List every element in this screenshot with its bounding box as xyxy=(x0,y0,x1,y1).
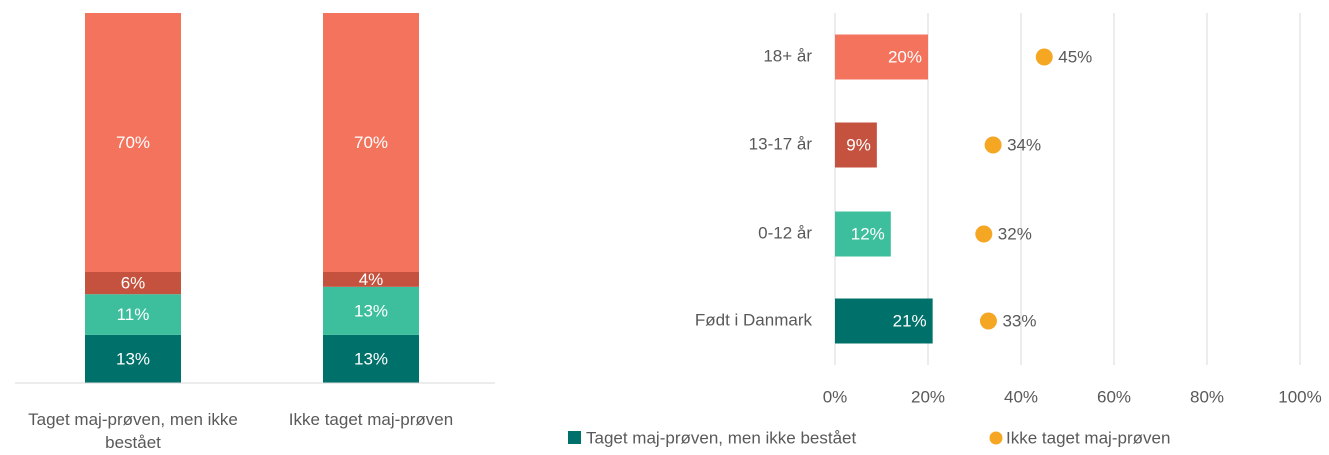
x-tick-label: Taget maj-prøven, men ikke bestået xyxy=(28,410,238,452)
data-label: 4% xyxy=(359,270,384,289)
x-tick-label: Ikke taget maj-prøven xyxy=(288,410,454,429)
bar-segment xyxy=(323,286,419,335)
legend-swatch xyxy=(989,431,1003,445)
bar xyxy=(835,34,928,80)
x-tick-label: 20% xyxy=(911,387,945,406)
bar-segment xyxy=(323,272,419,287)
data-label: 32% xyxy=(998,224,1032,243)
data-label: 13% xyxy=(116,349,150,368)
dot xyxy=(984,136,1002,154)
legend-swatch xyxy=(568,431,581,444)
bar xyxy=(835,211,891,257)
data-label: 6% xyxy=(121,274,146,293)
y-tick-label: 18+ år xyxy=(763,46,812,65)
data-label: 34% xyxy=(1007,135,1041,154)
data-label: 20% xyxy=(888,47,922,66)
bar xyxy=(835,122,877,168)
legend-label: Taget maj-prøven, men ikke bestået xyxy=(586,428,857,447)
bar-segment xyxy=(85,334,181,383)
bar-segment xyxy=(323,334,419,383)
bar-segment xyxy=(85,272,181,295)
x-tick-label: 60% xyxy=(1097,387,1131,406)
data-label: 70% xyxy=(354,133,388,152)
data-label: 9% xyxy=(846,135,871,154)
data-label: 70% xyxy=(116,133,150,152)
dot xyxy=(979,312,997,330)
dot xyxy=(975,225,993,243)
y-tick-label: 0-12 år xyxy=(758,223,812,242)
data-label: 21% xyxy=(893,311,927,330)
bar xyxy=(835,298,933,344)
x-tick-label: 100% xyxy=(1278,387,1321,406)
x-tick-label: 80% xyxy=(1190,387,1224,406)
y-tick-label: Født i Danmark xyxy=(695,310,813,329)
legend-label: Ikke taget maj-prøven xyxy=(1006,428,1170,447)
data-label: 45% xyxy=(1058,47,1092,66)
data-label: 11% xyxy=(117,305,150,324)
y-tick-label: 13-17 år xyxy=(749,134,813,153)
x-tick-label: 0% xyxy=(823,387,848,406)
bar-segment xyxy=(85,13,181,272)
data-label: 33% xyxy=(1002,311,1036,330)
bar-segment xyxy=(85,294,181,335)
data-label: 12% xyxy=(851,224,885,243)
data-label: 13% xyxy=(354,349,388,368)
data-label: 13% xyxy=(354,301,388,320)
dot xyxy=(1035,48,1053,66)
x-tick-label: 40% xyxy=(1004,387,1038,406)
bar-segment xyxy=(323,13,419,272)
